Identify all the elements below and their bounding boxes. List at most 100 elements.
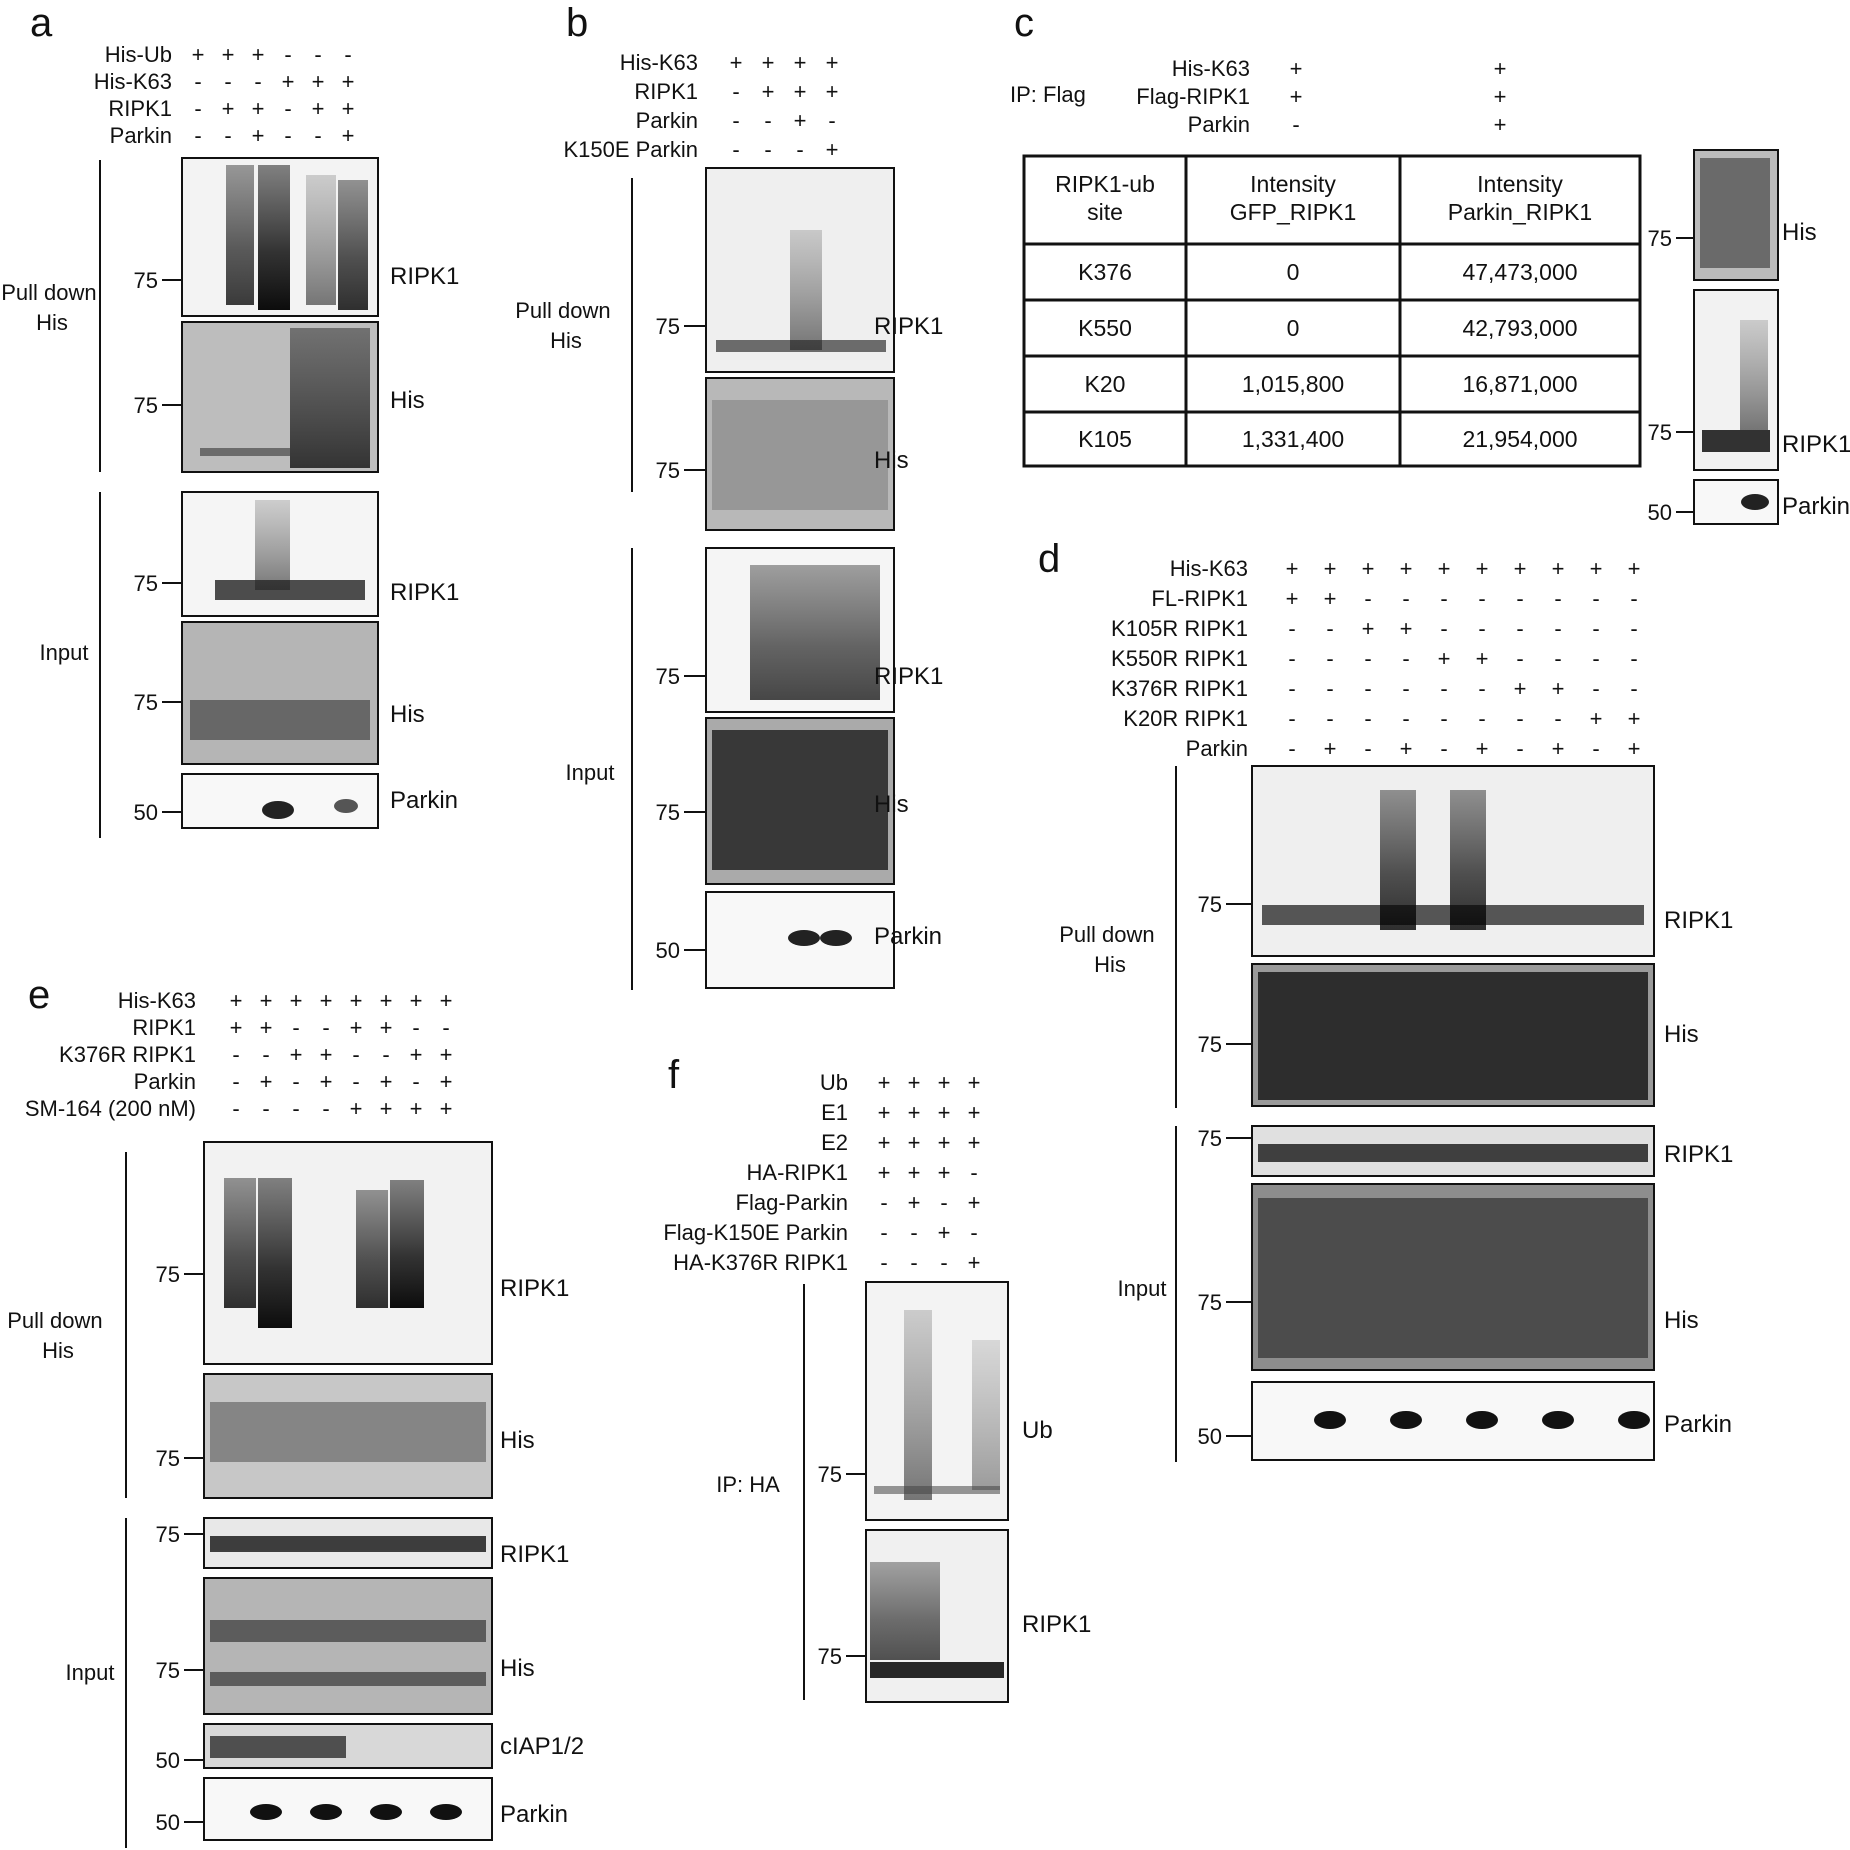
sign-d-0-0: + xyxy=(1286,556,1299,581)
sign-e-2-3: + xyxy=(320,1042,333,1067)
parkin-band-d-1 xyxy=(1314,1411,1346,1429)
row-label-e-0: His-K63 xyxy=(118,988,196,1013)
sign-e-3-1: + xyxy=(260,1069,273,1094)
sign-a-3-3: - xyxy=(284,123,291,148)
sign-d-5-3: - xyxy=(1402,706,1409,731)
mw-marker-f-0: 75 xyxy=(818,1462,842,1487)
mw-marker-b-4: 50 xyxy=(656,938,680,963)
mw-marker-e-2: 75 xyxy=(156,1522,180,1547)
band-label-d-4: Parkin xyxy=(1664,1411,1732,1438)
sign-b-0-2: + xyxy=(794,50,807,75)
mw-marker-c-2: 50 xyxy=(1648,500,1672,525)
group-label-input: Input xyxy=(40,640,89,665)
sign-d-0-3: + xyxy=(1400,556,1413,581)
band-label-b-2: RIPK1 xyxy=(874,663,943,690)
mw-marker-b-2: 75 xyxy=(656,664,680,689)
sign-d-3-0: - xyxy=(1288,646,1295,671)
sign-d-1-1: + xyxy=(1324,586,1337,611)
band-label-d-2: RIPK1 xyxy=(1664,1141,1733,1168)
sign-c-2-0: - xyxy=(1292,112,1299,137)
sign-e-2-2: + xyxy=(290,1042,303,1067)
sign-d-6-4: - xyxy=(1440,736,1447,761)
sign-a-2-0: - xyxy=(194,96,201,121)
sign-e-3-0: - xyxy=(232,1069,239,1094)
mw-marker-a-4: 50 xyxy=(134,800,158,825)
sign-f-5-3: - xyxy=(970,1220,977,1245)
sign-d-5-5: - xyxy=(1478,706,1485,731)
band-label-e-4: cIAP1/2 xyxy=(500,1733,584,1760)
sign-f-4-0: - xyxy=(880,1190,887,1215)
sign-d-4-0: - xyxy=(1288,676,1295,701)
sign-b-2-1: - xyxy=(764,108,771,133)
panel-c: c IP: Flag His-K63 + + Flag-RIPK1 + + Parkin - +… xyxy=(1010,1,1850,525)
table-header-2: Intensity Parkin_RIPK1 xyxy=(1448,171,1592,225)
sign-f-0-0: + xyxy=(878,1070,891,1095)
sign-f-1-2: + xyxy=(938,1100,951,1125)
band-label-f-0: Ub xyxy=(1022,1417,1053,1444)
sign-f-3-1: + xyxy=(908,1160,921,1185)
sign-c-0-1: + xyxy=(1494,56,1507,81)
sign-d-0-7: + xyxy=(1552,556,1565,581)
table-header-0: RIPK1-ub site xyxy=(1055,171,1155,225)
sign-e-1-6: - xyxy=(412,1015,419,1040)
sign-b-2-0: - xyxy=(732,108,739,133)
sign-d-0-2: + xyxy=(1362,556,1375,581)
row-label-b-0: His-K63 xyxy=(620,50,698,75)
sign-e-4-1: - xyxy=(262,1096,269,1121)
sign-e-3-3: + xyxy=(320,1069,333,1094)
band-label-e-1: His xyxy=(500,1427,535,1454)
sign-d-0-9: + xyxy=(1628,556,1641,581)
sign-f-3-0: + xyxy=(878,1160,891,1185)
mw-marker-a-2: 75 xyxy=(134,571,158,596)
mw-marker-c-1: 75 xyxy=(1648,420,1672,445)
band-label-b-0: RIPK1 xyxy=(874,313,943,340)
sign-f-6-2: - xyxy=(940,1250,947,1275)
sign-d-2-6: - xyxy=(1516,616,1523,641)
sign-e-4-5: + xyxy=(380,1096,393,1121)
table-cell-0-1: 0 xyxy=(1287,259,1300,285)
sign-f-6-0: - xyxy=(880,1250,887,1275)
panel-b: b His-K63 + + + +RIPK1- + + +Parkin - - + -K150E Pa… xyxy=(515,1,943,990)
sign-f-2-3: + xyxy=(968,1130,981,1155)
sign-a-0-2: + xyxy=(252,42,265,67)
sign-e-4-6: + xyxy=(410,1096,423,1121)
sign-a-3-5: + xyxy=(342,123,355,148)
sign-d-5-9: + xyxy=(1628,706,1641,731)
band-label-b-1: His xyxy=(874,447,909,474)
row-label-f-1: E1 xyxy=(821,1100,848,1125)
sign-d-3-9: - xyxy=(1630,646,1637,671)
sign-a-1-4: + xyxy=(312,69,325,94)
table-cell-1-0: K550 xyxy=(1078,315,1132,341)
sign-f-6-1: - xyxy=(910,1250,917,1275)
sign-d-4-4: - xyxy=(1440,676,1447,701)
row-label-c-0: His-K63 xyxy=(1172,56,1250,81)
sign-d-6-8: - xyxy=(1592,736,1599,761)
group-label-pulldown-e: Pull down His xyxy=(7,1308,109,1363)
sign-d-1-2: - xyxy=(1364,586,1371,611)
table-header-1: Intensity GFP_RIPK1 xyxy=(1230,171,1357,225)
parkin-band-d-9 xyxy=(1618,1411,1650,1429)
sign-d-5-7: - xyxy=(1554,706,1561,731)
panel-letter-a: a xyxy=(30,1,53,45)
group-label-input-e: Input xyxy=(66,1660,115,1685)
sign-d-4-5: - xyxy=(1478,676,1485,701)
parkin-band-e-7 xyxy=(430,1804,462,1820)
sign-d-3-4: + xyxy=(1438,646,1451,671)
sign-d-2-1: - xyxy=(1326,616,1333,641)
sign-e-0-0: + xyxy=(230,988,243,1013)
sign-e-1-1: + xyxy=(260,1015,273,1040)
panel-letter-e: e xyxy=(28,973,50,1017)
row-label-b-2: Parkin xyxy=(636,108,698,133)
sign-e-0-3: + xyxy=(320,988,333,1013)
row-label-d-6: Parkin xyxy=(1186,736,1248,761)
sign-d-5-2: - xyxy=(1364,706,1371,731)
mw-marker-a-1: 75 xyxy=(134,393,158,418)
table-cell-3-2: 21,954,000 xyxy=(1462,426,1577,452)
blot-a-his-input xyxy=(181,621,379,765)
parkin-band-d-3 xyxy=(1390,1411,1422,1429)
sign-d-2-4: - xyxy=(1440,616,1447,641)
sign-b-1-1: + xyxy=(762,79,775,104)
sign-d-6-3: + xyxy=(1400,736,1413,761)
sign-e-3-5: + xyxy=(380,1069,393,1094)
